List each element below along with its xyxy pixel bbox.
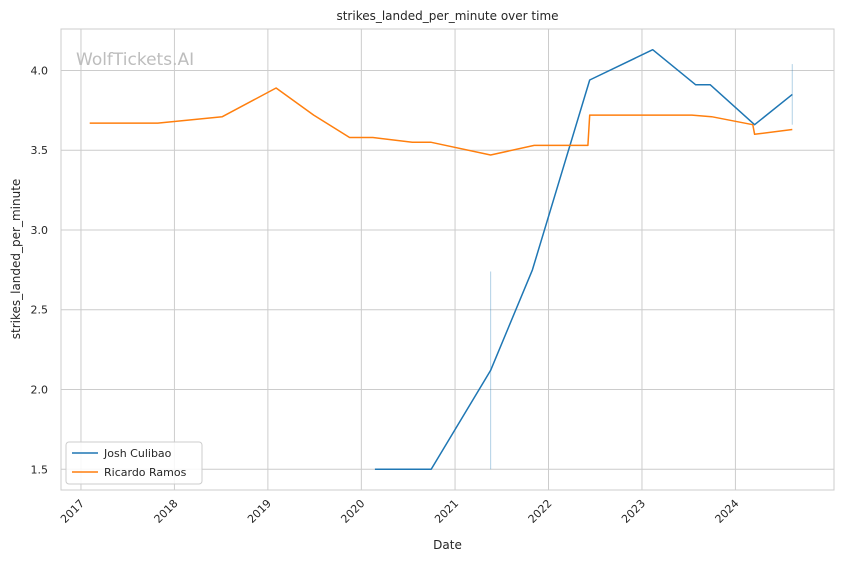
y-tick-label: 2.0	[31, 384, 49, 397]
legend-label-ricardo-ramos: Ricardo Ramos	[104, 466, 187, 479]
watermark: WolfTickets.AI	[76, 50, 194, 70]
error-bars	[490, 64, 793, 470]
x-tick-label: 2024	[713, 497, 742, 526]
plot-area	[60, 28, 835, 491]
y-tick-label: 1.5	[31, 463, 49, 476]
x-tick-label: 2017	[58, 497, 87, 526]
grid	[61, 29, 834, 490]
y-tick-label: 3.5	[31, 144, 49, 157]
x-tick-label: 2020	[338, 497, 367, 526]
legend: Josh Culibao Ricardo Ramos	[65, 441, 203, 485]
y-tick-label: 2.5	[31, 304, 49, 317]
x-tick-label: 2019	[245, 497, 274, 526]
x-tick-label: 2022	[526, 497, 555, 526]
x-tick-label: 2021	[432, 497, 461, 526]
y-axis-ticks: 1.5 2.0 2.5 3.0 3.5 4.0	[31, 64, 49, 476]
x-tick-label: 2023	[619, 497, 648, 526]
series-lines	[89, 48, 793, 471]
y-axis-label: strikes_landed_per_minute	[9, 179, 23, 340]
legend-box	[65, 441, 203, 485]
y-tick-label: 4.0	[31, 64, 49, 77]
x-axis-label: Date	[433, 538, 462, 552]
chart-title: strikes_landed_per_minute over time	[336, 9, 558, 23]
x-tick-label: 2018	[152, 497, 181, 526]
series-line-josh-culibao	[374, 48, 793, 471]
legend-label-josh-culibao: Josh Culibao	[103, 447, 172, 460]
y-tick-label: 3.0	[31, 224, 49, 237]
series-line-ricardo-ramos	[89, 87, 793, 156]
x-axis-ticks: 2017 2018 2019 2020 2021 2022 2023 2024	[58, 497, 741, 526]
